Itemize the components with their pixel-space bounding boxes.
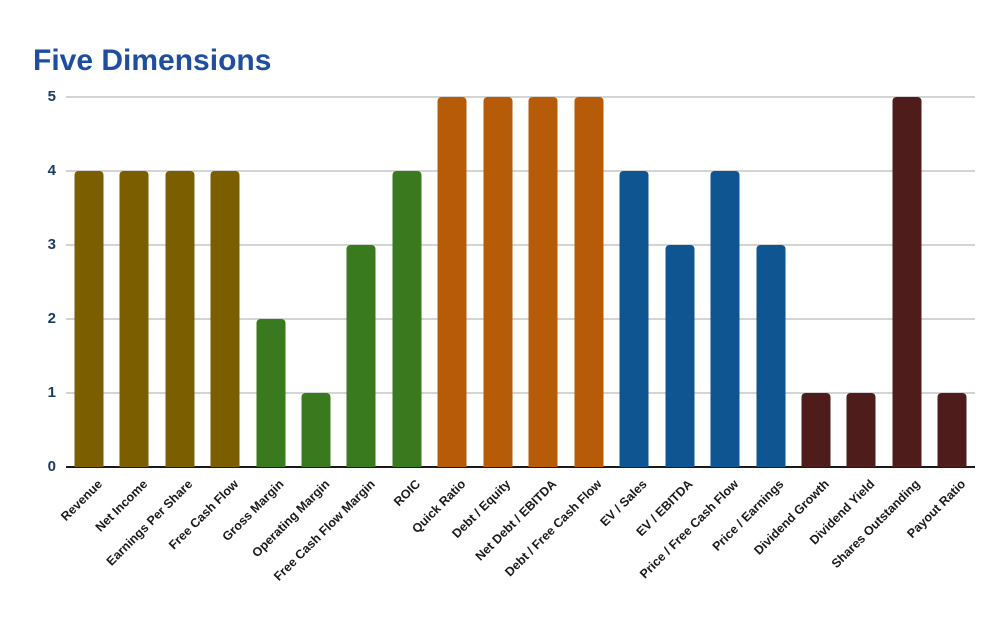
x-axis-label-operating-margin: Operating Margin xyxy=(248,477,332,561)
slot-dividend-growth: Dividend Growth xyxy=(751,97,838,558)
bar-debt-free-cash-flow xyxy=(574,97,604,467)
slot-ev-sales: EV / Sales xyxy=(598,97,656,529)
gridline-5 xyxy=(66,96,975,98)
x-axis-label-revenue: Revenue xyxy=(57,477,105,524)
bar-dividend-growth xyxy=(801,393,831,467)
gridline-2 xyxy=(66,318,975,320)
bar-shares-outstanding xyxy=(892,97,922,467)
bar-free-cash-flow xyxy=(210,171,240,467)
slot-ev-ebitda: EV / EBITDA xyxy=(634,97,702,539)
bar-net-debt-ebitda xyxy=(528,97,558,467)
bar-roic xyxy=(392,171,422,467)
bar-quick-ratio xyxy=(437,97,467,467)
y-axis-tick-label-5: 5 xyxy=(47,88,56,105)
x-axis-label-roic: ROIC xyxy=(390,477,423,509)
y-axis-tick-label-4: 4 xyxy=(47,162,56,179)
bar-slots: Revenue Net Income Earnings Per Share Free … xyxy=(58,97,975,584)
bar-net-income xyxy=(119,171,149,467)
gridline-1 xyxy=(66,392,975,394)
gridline-4 xyxy=(66,170,975,172)
slot-earnings-per-share: Earnings Per Share xyxy=(104,97,202,568)
gridline-3 xyxy=(66,244,975,246)
bar-chart-plot-area: 0 1 2 3 4 5 Revenue Net Income Earnings Per Shar… xyxy=(48,89,975,584)
slot-debt-free-cash-flow: Debt / Free Cash Flow xyxy=(502,97,611,579)
slot-shares-outstanding: Shares Outstanding xyxy=(829,97,929,571)
y-axis-tick-label-0: 0 xyxy=(47,458,56,475)
chart-title: Five Dimensions xyxy=(33,44,272,78)
bar-price-free-cash-flow xyxy=(710,171,740,467)
x-axis-label-net-debt-ebitda: Net Debt / EBITDA xyxy=(472,477,560,564)
x-axis-label-earnings-per-share: Earnings Per Share xyxy=(104,477,196,569)
slot-price-earnings: Price / Earnings xyxy=(710,97,793,554)
slot-debt-equity: Debt / Equity xyxy=(450,97,520,541)
slot-price-free-cash-flow: Price / Free Cash Flow xyxy=(637,97,747,581)
x-axis-label-shares-outstanding: Shares Outstanding xyxy=(828,477,923,571)
slot-net-income: Net Income xyxy=(93,97,156,535)
y-axis-tick-label-3: 3 xyxy=(47,236,56,253)
x-axis-line xyxy=(66,466,975,468)
bar-free-cash-flow-margin xyxy=(346,245,376,467)
slot-net-debt-ebitda: Net Debt / EBITDA xyxy=(473,97,566,564)
slot-payout-ratio: Payout Ratio xyxy=(904,97,975,541)
bar-earnings-per-share xyxy=(165,171,195,467)
slot-roic: ROIC xyxy=(384,97,429,509)
bar-operating-margin xyxy=(301,393,331,467)
slot-revenue: Revenue xyxy=(58,97,111,524)
y-axis-tick-label-2: 2 xyxy=(47,310,56,327)
slot-quick-ratio: Quick Ratio xyxy=(409,97,475,536)
bar-debt-equity xyxy=(483,97,513,467)
bar-payout-ratio xyxy=(937,393,967,467)
bar-ev-sales xyxy=(619,171,649,467)
bar-price-earnings xyxy=(756,245,786,467)
bar-ev-ebitda xyxy=(665,245,695,467)
slot-free-cash-flow-margin: Free Cash Flow Margin xyxy=(271,97,384,584)
bar-gross-margin xyxy=(256,319,286,467)
slot-operating-margin: Operating Margin xyxy=(249,97,338,560)
bar-dividend-yield xyxy=(846,393,876,467)
slot-gross-margin: Gross Margin xyxy=(220,97,293,544)
slot-free-cash-flow: Free Cash Flow xyxy=(166,97,247,552)
slot-dividend-yield: Dividend Yield xyxy=(807,97,884,547)
bar-revenue xyxy=(74,171,104,467)
y-axis-tick-label-1: 1 xyxy=(47,384,56,401)
